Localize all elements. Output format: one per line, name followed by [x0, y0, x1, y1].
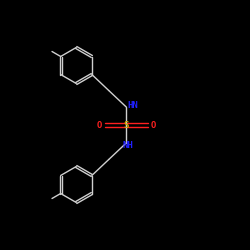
Text: O: O [97, 120, 102, 130]
Text: NH: NH [122, 140, 133, 149]
Text: O: O [150, 120, 156, 130]
Text: HN: HN [128, 100, 138, 110]
Text: S: S [124, 120, 129, 130]
